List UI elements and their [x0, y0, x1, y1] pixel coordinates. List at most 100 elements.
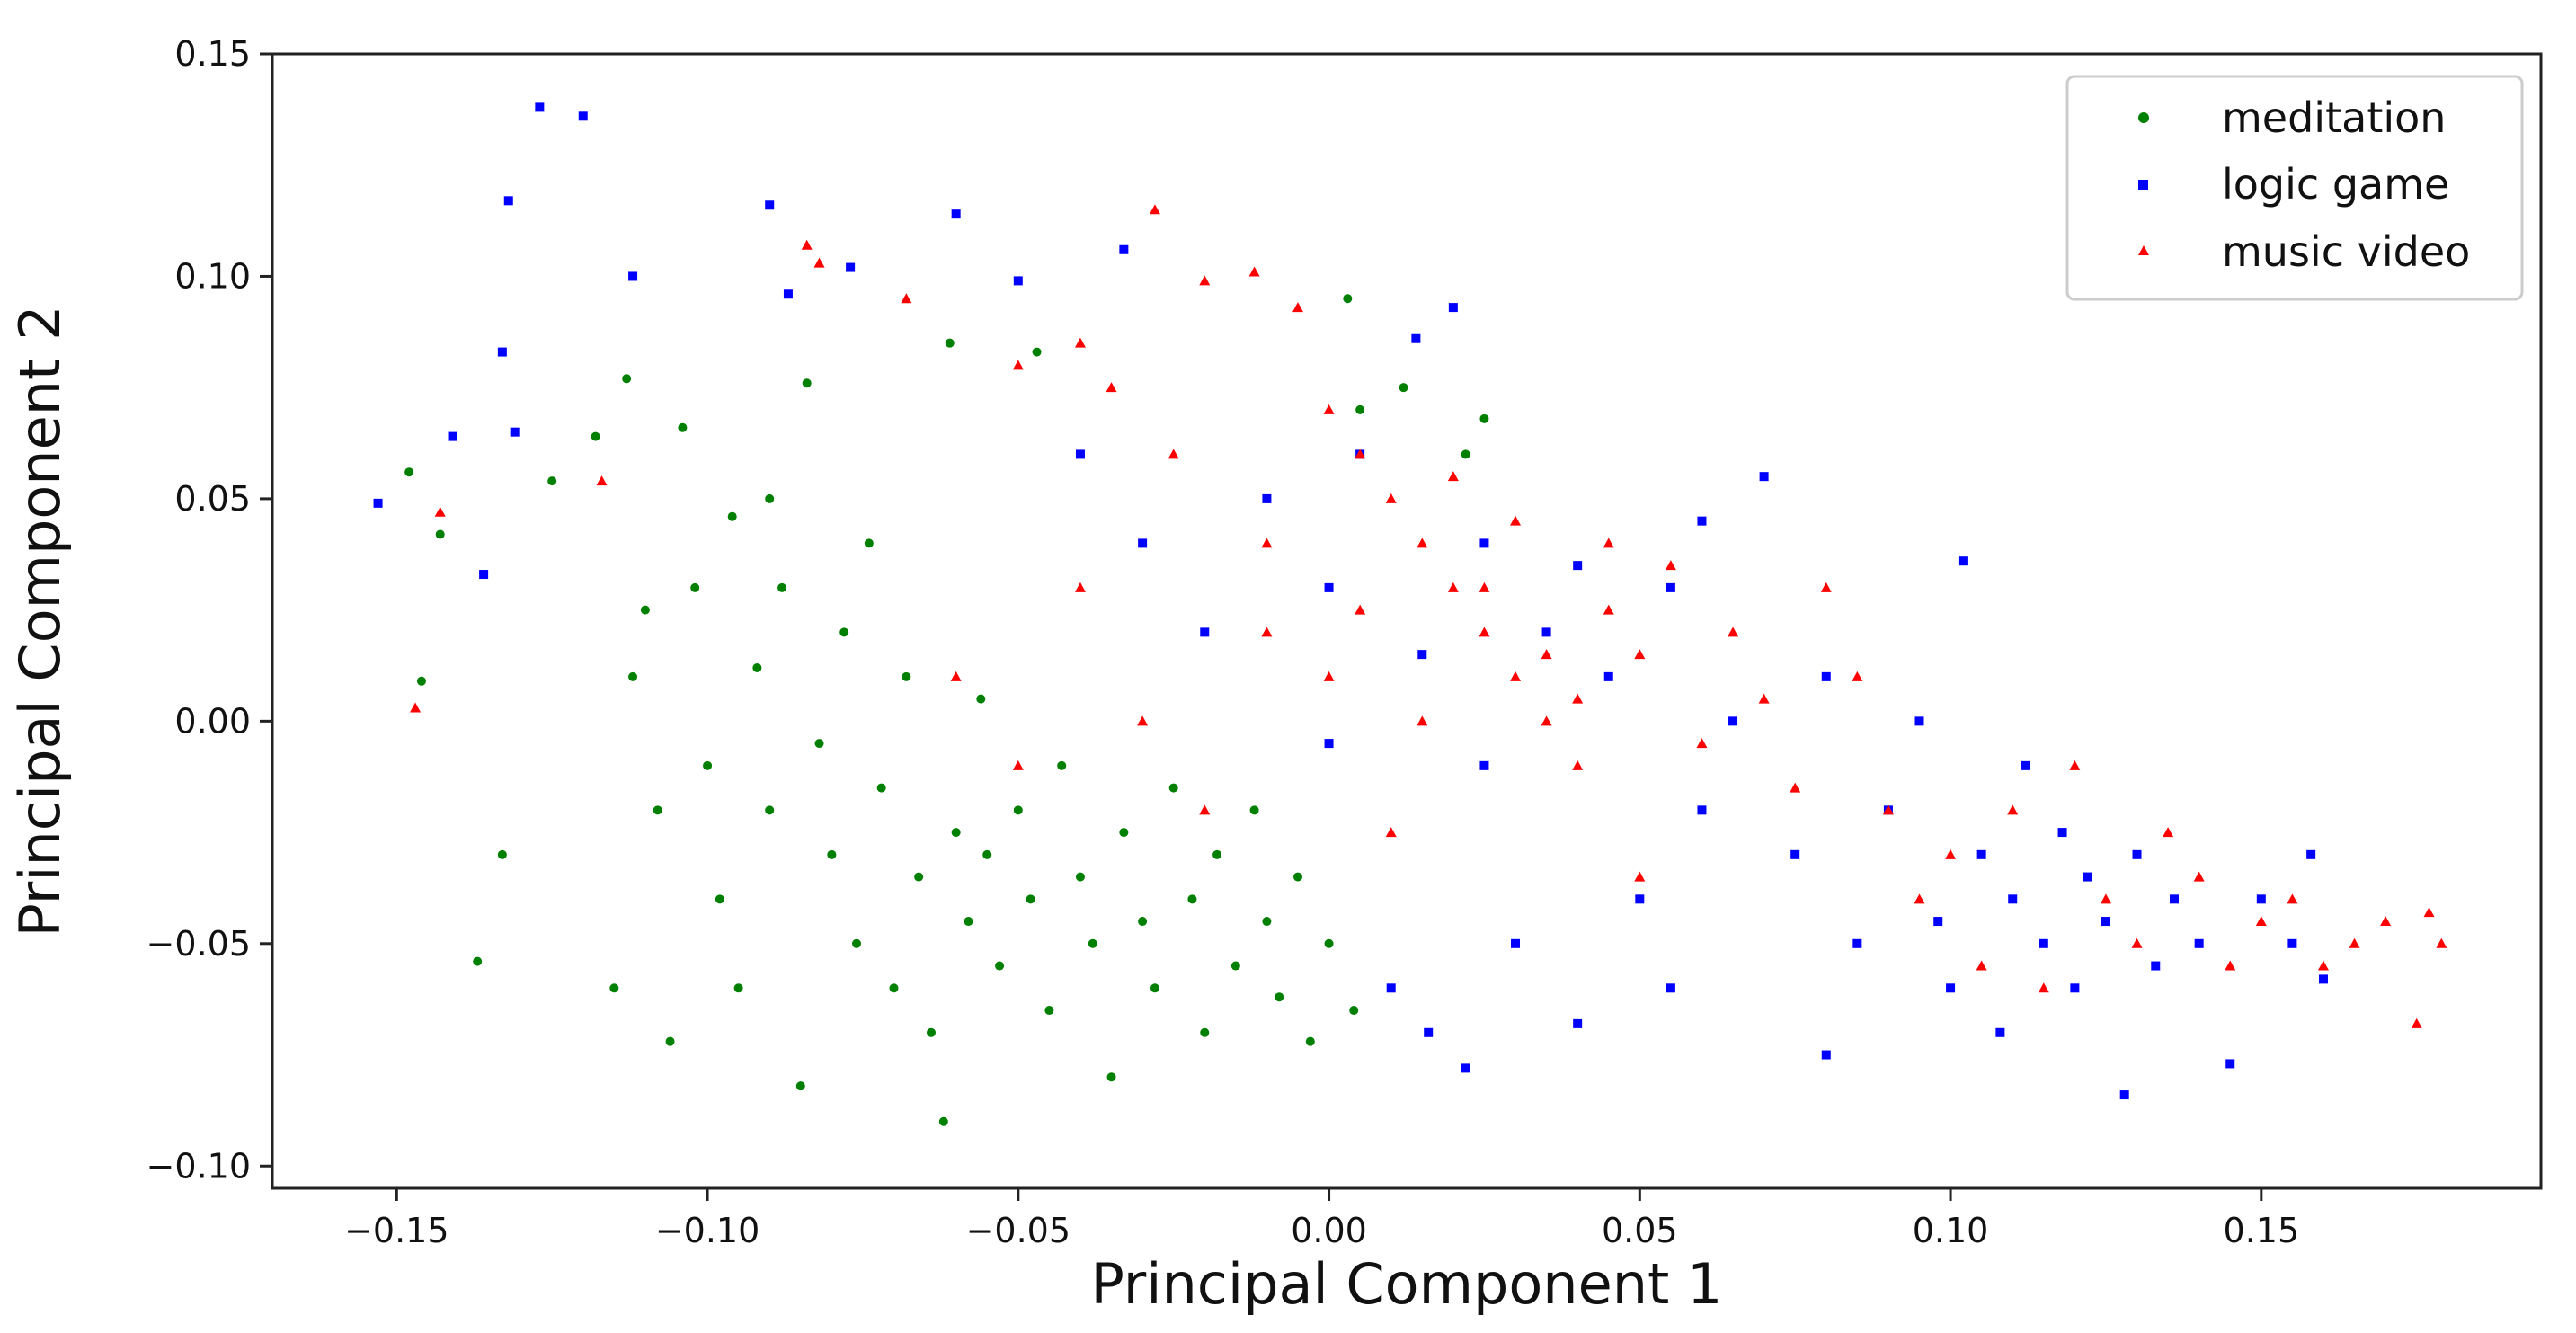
- data-point: [1324, 739, 1334, 749]
- plot-marks: [373, 102, 2447, 1126]
- data-point: [733, 983, 743, 993]
- data-point: [1790, 849, 1800, 859]
- data-point: [1914, 893, 1925, 904]
- data-point: [1666, 983, 1675, 993]
- data-point: [1149, 204, 1160, 215]
- data-point: [1541, 627, 1551, 637]
- data-point: [1479, 760, 1489, 770]
- data-point: [1088, 938, 1097, 948]
- data-point: [801, 239, 813, 250]
- data-point: [1343, 294, 1353, 304]
- data-point: [2317, 960, 2329, 971]
- data-point: [1424, 1027, 1434, 1037]
- data-point: [777, 582, 787, 592]
- data-point: [945, 338, 955, 348]
- data-point: [1958, 556, 1968, 566]
- y-tick-label: 0.15: [174, 34, 251, 74]
- data-point: [1479, 582, 1490, 592]
- data-point: [1187, 894, 1197, 904]
- data-point: [2007, 804, 2019, 815]
- data-point: [1541, 715, 1552, 726]
- data-point: [448, 431, 457, 441]
- data-point: [802, 378, 812, 388]
- x-axis: −0.15 −0.10 −0.05 0.00 0.05 0.10 0.15: [344, 1188, 2299, 1250]
- data-point: [703, 760, 713, 770]
- data-point: [1150, 983, 1159, 993]
- data-point: [622, 374, 632, 384]
- data-point: [1262, 917, 1272, 927]
- data-point: [2100, 893, 2111, 904]
- y-tick-label: −0.05: [147, 924, 251, 964]
- data-point: [1074, 582, 1086, 592]
- data-point: [1324, 582, 1334, 592]
- data-point: [373, 498, 383, 508]
- data-point: [2039, 938, 2048, 948]
- data-point: [1305, 1036, 1315, 1046]
- data-point: [1728, 716, 1738, 726]
- y-tick-label: −0.10: [147, 1146, 251, 1186]
- data-point: [1417, 715, 1428, 726]
- data-point: [2255, 916, 2267, 927]
- data-point: [964, 917, 973, 927]
- data-point: [839, 627, 849, 637]
- series-meditation: [404, 294, 1489, 1126]
- data-point: [951, 209, 961, 219]
- data-point: [2083, 872, 2092, 882]
- data-point: [1634, 871, 1646, 882]
- x-tick-label: 0.05: [1602, 1211, 1678, 1250]
- data-point: [1075, 449, 1085, 459]
- x-axis-label: Principal Component 1: [1090, 1251, 1722, 1317]
- data-point: [535, 102, 545, 112]
- data-point: [1249, 805, 1259, 815]
- data-point: [1914, 716, 1924, 726]
- data-point: [1946, 983, 1956, 993]
- data-point: [1106, 1072, 1116, 1082]
- data-point: [2132, 849, 2142, 859]
- data-point: [846, 262, 856, 272]
- data-point: [690, 582, 700, 592]
- data-point: [1013, 805, 1023, 815]
- data-point: [1758, 693, 1770, 704]
- data-point: [1106, 382, 1117, 393]
- series-music-video: [410, 204, 2447, 1028]
- data-point: [1417, 538, 1428, 548]
- data-point: [1399, 383, 1408, 393]
- data-point: [2021, 760, 2030, 770]
- data-point: [2057, 828, 2067, 838]
- data-point: [765, 805, 775, 815]
- data-point: [497, 347, 507, 357]
- data-point: [2256, 894, 2266, 904]
- data-point: [2436, 938, 2447, 948]
- data-point: [1248, 266, 1260, 277]
- data-point: [1790, 782, 1801, 793]
- data-point: [1168, 783, 1178, 793]
- y-tick-label: 0.10: [174, 256, 251, 296]
- data-point: [1199, 275, 1211, 286]
- data-point: [1119, 244, 1129, 254]
- data-point: [1666, 582, 1675, 592]
- data-point: [416, 676, 426, 686]
- data-point: [1324, 938, 1334, 948]
- data-point: [1138, 538, 1148, 548]
- data-point: [1479, 538, 1489, 548]
- data-point: [1261, 538, 1273, 548]
- data-point: [1933, 917, 1943, 927]
- data-point: [2287, 893, 2298, 904]
- data-point: [795, 1081, 805, 1091]
- data-point: [1573, 561, 1583, 571]
- data-point: [1510, 515, 1522, 526]
- data-point: [1075, 872, 1085, 882]
- data-point: [1572, 760, 1584, 770]
- data-point: [2119, 1090, 2129, 1100]
- x-tick-label: −0.05: [966, 1211, 1070, 1250]
- data-point: [1323, 671, 1335, 681]
- data-point: [1976, 849, 1986, 859]
- data-point: [2194, 938, 2204, 948]
- data-point: [938, 1116, 948, 1126]
- legend-marker-meditation: [2138, 112, 2149, 123]
- data-point: [2306, 849, 2316, 859]
- data-point: [765, 493, 775, 503]
- data-point: [678, 422, 688, 432]
- data-point: [1510, 671, 1522, 681]
- y-tick-label: 0.05: [174, 479, 251, 519]
